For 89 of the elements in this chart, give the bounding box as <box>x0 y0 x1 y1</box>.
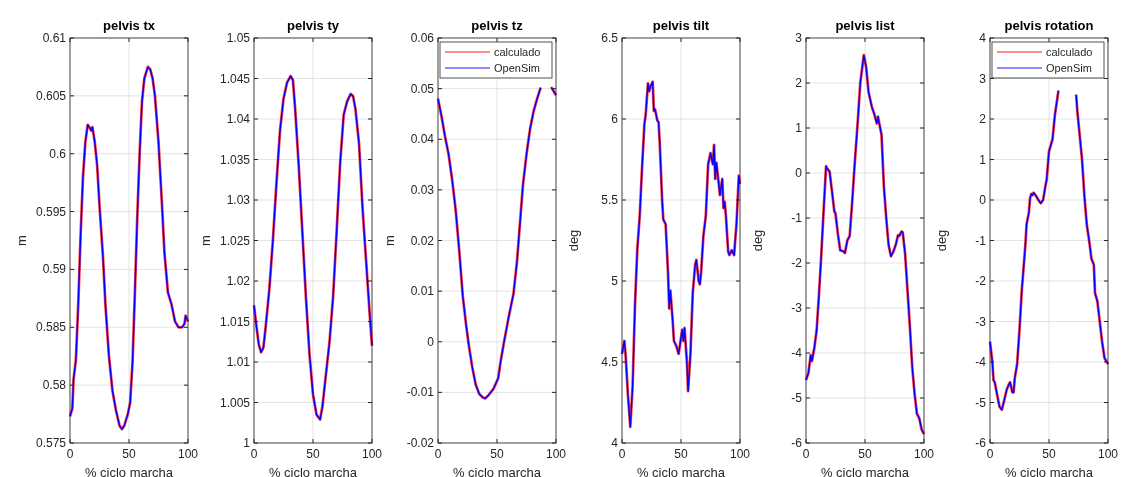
legend-label: calculado <box>1046 46 1093 58</box>
x-tick-label: 50 <box>122 447 136 461</box>
x-tick-label: 50 <box>858 447 872 461</box>
chart-title: pelvis tilt <box>652 18 710 33</box>
y-tick-label: 0.06 <box>410 31 435 45</box>
y-tick-label: 6.5 <box>601 31 619 45</box>
y-tick-label: 1.05 <box>226 31 251 45</box>
y-tick-label: 0.05 <box>410 81 435 96</box>
y-tick-label: 5.5 <box>601 193 619 207</box>
x-tick-label: 100 <box>1097 447 1119 461</box>
y-tick-label: 4.5 <box>601 355 619 369</box>
y-tick-label: 0.61 <box>42 31 67 45</box>
legend-label: OpenSim <box>1046 62 1092 74</box>
x-axis-title: % ciclo marcha <box>84 465 174 477</box>
x-tick-label: 100 <box>913 447 935 461</box>
y-tick-label: 1.02 <box>226 274 251 288</box>
y-tick-label: -3 <box>975 314 987 329</box>
y-axis-title: deg <box>566 229 581 252</box>
y-tick-label: 1.03 <box>226 193 251 207</box>
y-tick-label: 1.005 <box>219 395 251 410</box>
y-tick-label: -2 <box>975 274 987 288</box>
y-tick-label: -0.02 <box>406 436 435 450</box>
y-tick-label: 6 <box>611 112 619 126</box>
y-tick-label: 4 <box>979 31 987 45</box>
y-tick-label: -0.01 <box>406 385 435 400</box>
y-axis-title: deg <box>934 229 949 252</box>
y-axis-title: m <box>198 235 213 246</box>
x-axis-title: % ciclo marcha <box>1004 465 1094 477</box>
y-tick-label: 0.03 <box>410 182 435 197</box>
y-axis-title: m <box>382 235 397 246</box>
y-tick-label: 1 <box>243 436 251 450</box>
y-tick-label: -3 <box>791 301 803 315</box>
legend-label: calculado <box>494 46 541 58</box>
x-tick-label: 100 <box>545 447 567 461</box>
y-tick-label: 0.6 <box>49 146 67 161</box>
chart-title: pelvis rotation <box>1004 18 1094 33</box>
y-tick-label: 3 <box>795 31 803 45</box>
y-axis-title: m <box>14 235 29 246</box>
y-tick-label: 2 <box>795 76 803 90</box>
x-tick-label: 50 <box>674 447 688 461</box>
x-axis-title: % ciclo marcha <box>636 465 726 477</box>
y-tick-label: 1.045 <box>219 71 251 86</box>
x-tick-label: 100 <box>729 447 751 461</box>
y-tick-label: -6 <box>791 436 803 450</box>
x-tick-label: 50 <box>1042 447 1056 461</box>
x-tick-label: 100 <box>361 447 383 461</box>
y-tick-label: 0.575 <box>35 436 67 450</box>
y-tick-label: 1.015 <box>219 314 251 329</box>
x-axis-title: % ciclo marcha <box>268 465 358 477</box>
y-tick-label: -1 <box>975 233 987 248</box>
y-tick-label: 1.025 <box>219 233 251 248</box>
y-axis-title: deg <box>750 229 765 252</box>
y-tick-label: 0.595 <box>35 204 67 219</box>
y-tick-label: -4 <box>791 346 803 360</box>
y-tick-label: 0.02 <box>410 233 435 248</box>
x-tick-label: 50 <box>490 447 504 461</box>
x-axis-title: % ciclo marcha <box>820 465 910 477</box>
y-tick-label: -5 <box>975 395 987 410</box>
y-tick-label: 0 <box>795 166 803 180</box>
y-tick-label: -1 <box>791 211 803 225</box>
y-tick-label: 0.01 <box>410 284 435 299</box>
y-tick-label: 0.585 <box>35 320 67 335</box>
y-tick-label: -2 <box>791 256 803 270</box>
y-tick-label: -5 <box>791 391 803 405</box>
y-tick-label: 0.59 <box>42 262 67 277</box>
y-tick-label: 0.605 <box>35 88 67 103</box>
y-tick-label: 0.58 <box>42 378 67 393</box>
y-tick-label: -4 <box>975 355 987 369</box>
y-tick-label: 4 <box>611 436 619 450</box>
y-tick-label: 0 <box>427 334 435 349</box>
x-axis-title: % ciclo marcha <box>452 465 542 477</box>
y-tick-label: 5 <box>611 274 619 288</box>
y-tick-label: 1 <box>795 121 803 135</box>
y-tick-label: 1 <box>979 152 987 167</box>
y-tick-label: 1.04 <box>226 112 251 126</box>
chart-title: pelvis list <box>835 18 896 33</box>
chart-title: pelvis tx <box>102 18 156 33</box>
chart-title: pelvis ty <box>286 18 340 33</box>
y-tick-label: 3 <box>979 71 987 86</box>
y-tick-label: -6 <box>975 436 987 450</box>
x-tick-label: 50 <box>306 447 320 461</box>
chart-title: pelvis tz <box>471 18 524 33</box>
y-tick-label: 1.01 <box>226 355 251 369</box>
y-tick-label: 0 <box>979 193 987 207</box>
y-tick-label: 0.04 <box>410 132 435 147</box>
y-tick-label: 1.035 <box>219 152 251 167</box>
y-tick-label: 2 <box>979 112 987 126</box>
legend-label: OpenSim <box>494 62 540 74</box>
x-tick-label: 100 <box>177 447 199 461</box>
